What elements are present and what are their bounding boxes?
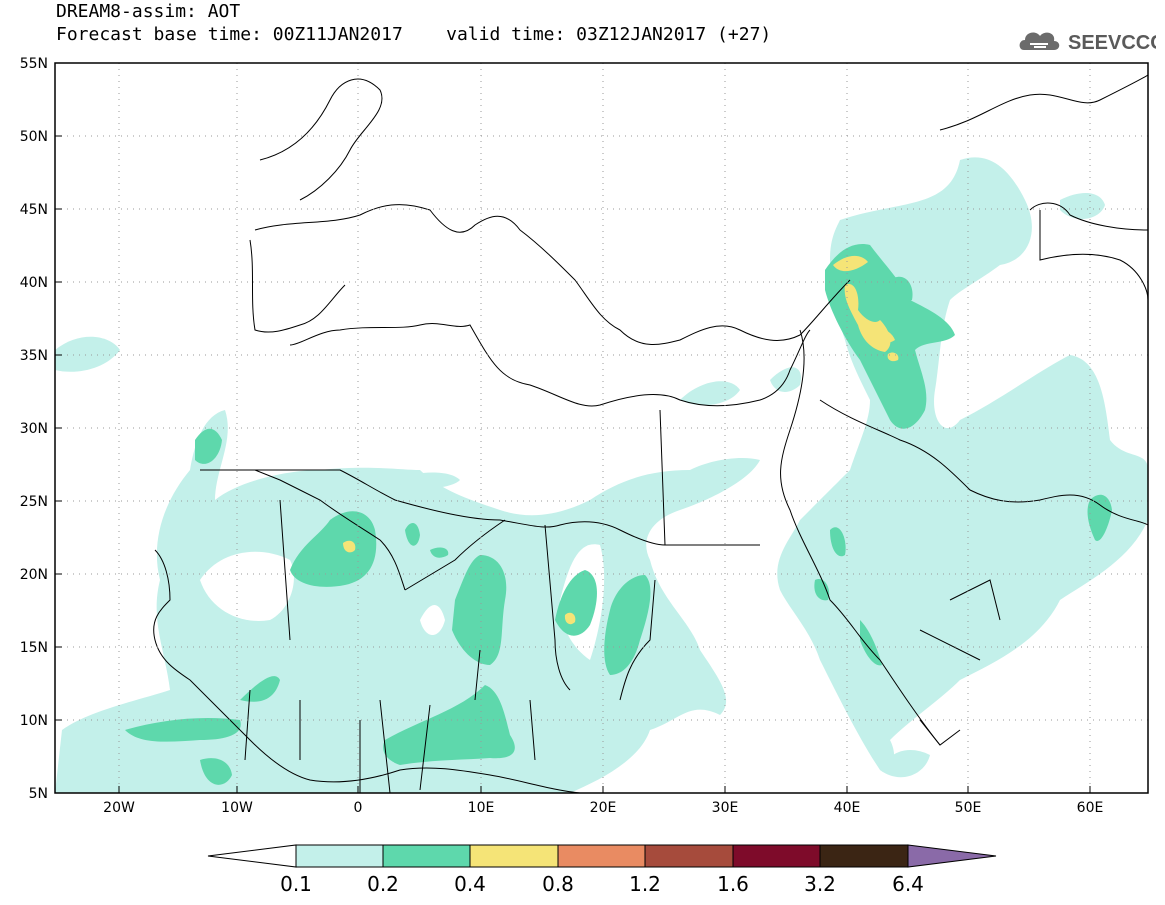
legend-swatch [295,844,384,868]
legend-swatch [382,844,471,868]
legend-swatch [732,844,821,868]
legend-swatch [644,844,734,868]
lat-label: 50N [20,129,48,145]
legend-label: 0.2 [367,872,399,896]
axis-ticks [55,62,1091,794]
lat-label: 30N [20,421,48,437]
lat-label: 55N [20,56,48,72]
lon-label: 20W [103,800,135,816]
legend-labels: 0.1 0.2 0.4 0.8 1.2 1.6 3.2 6.4 [280,872,924,896]
lon-label: 10E [468,800,495,816]
lat-label: 25N [20,494,48,510]
legend-swatch [819,844,909,868]
legend-label: 0.4 [454,872,486,896]
lon-label: 60E [1077,800,1104,816]
lat-label: 45N [20,202,48,218]
legend-swatch [469,844,559,868]
lat-label: 15N [20,640,48,656]
coastlines-and-borders [153,74,1148,793]
legend-low-arrow [207,844,297,868]
lon-label: 30E [712,800,739,816]
lon-label: 10W [221,800,253,816]
legend-label: 3.2 [804,872,836,896]
lat-label: 5N [29,786,48,802]
color-legend [207,844,997,868]
lat-label: 10N [20,713,48,729]
lon-label: 0 [354,800,363,816]
legend-label: 0.8 [542,872,574,896]
lat-label: 20N [20,567,48,583]
legend-label: 1.6 [717,872,749,896]
lat-label: 35N [20,348,48,364]
lon-label: 20E [590,800,617,816]
legend-label: 1.2 [629,872,661,896]
seevccc-logo: SEEVCCC [1019,32,1156,54]
longitude-labels: 20W 10W 0 10E 20E 30E 40E 50E 60E [103,800,1103,816]
forecast-time-subtitle: Forecast base time: 00Z11JAN2017 valid t… [56,24,772,45]
legend-swatch [557,844,646,868]
lon-label: 50E [955,800,982,816]
graticule [55,63,1148,793]
map-title: DREAM8-assim: AOT [56,1,241,22]
aot-field [55,157,1148,793]
latitude-labels: 5N 10N 15N 20N 25N 30N 35N 40N 45N 50N 5… [20,56,48,802]
cloud-icon [1019,32,1060,50]
legend-label: 6.4 [892,872,924,896]
logo-text: SEEVCCC [1068,32,1156,54]
lon-label: 40E [834,800,861,816]
legend-label: 0.1 [280,872,312,896]
lat-label: 40N [20,275,48,291]
legend-high-arrow [907,844,997,868]
